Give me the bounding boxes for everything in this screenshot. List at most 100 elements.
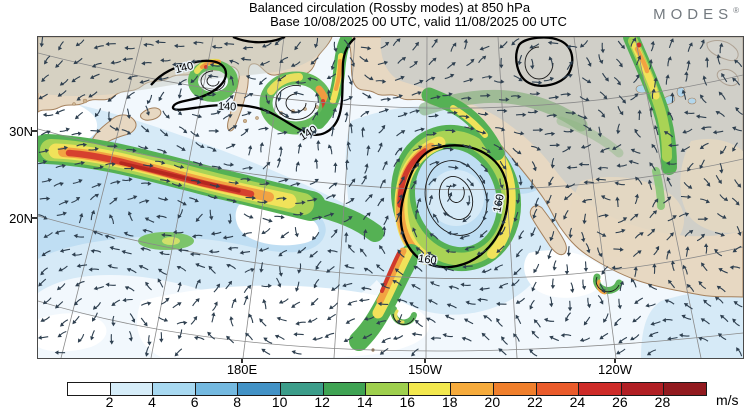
wind-arrowhead bbox=[566, 165, 571, 170]
wind-arrowhead bbox=[634, 193, 639, 198]
wind-arrowhead bbox=[551, 218, 556, 223]
wind-arrowhead bbox=[76, 263, 81, 268]
wind-arrowhead bbox=[668, 143, 672, 148]
wind-arrowhead bbox=[499, 44, 504, 49]
wind-arrowhead bbox=[155, 39, 160, 45]
wind-arrowhead bbox=[499, 184, 504, 189]
wind-arrowhead bbox=[40, 317, 45, 322]
wind-arrowhead bbox=[147, 181, 152, 186]
wind-arrowhead bbox=[396, 38, 401, 43]
wind-arrowhead bbox=[363, 229, 368, 233]
wind-arrowhead bbox=[290, 63, 296, 67]
wind-arrowhead bbox=[358, 298, 363, 303]
wind-arrowhead bbox=[649, 162, 654, 167]
wind-arrowhead bbox=[294, 45, 299, 51]
wind-arrowhead bbox=[511, 41, 516, 46]
wind-arrowhead bbox=[143, 42, 148, 48]
wind-arrowhead bbox=[278, 252, 283, 257]
wind-arrowhead bbox=[451, 128, 456, 134]
wind-arrowhead bbox=[105, 282, 110, 287]
wind-arrowhead bbox=[350, 62, 355, 67]
wind-arrowhead bbox=[277, 283, 282, 288]
wind-arrowhead bbox=[669, 232, 674, 237]
wind-arrowhead bbox=[116, 180, 121, 185]
wind-arrowhead bbox=[479, 286, 484, 292]
wind-arrowhead bbox=[183, 320, 188, 326]
wind-arrowhead bbox=[75, 197, 81, 201]
wind-arrowhead bbox=[567, 146, 572, 151]
wind-arrowhead bbox=[330, 212, 335, 217]
wind-arrowhead bbox=[299, 211, 304, 217]
wind-arrowhead bbox=[92, 230, 98, 235]
wind-arrowhead bbox=[265, 181, 270, 186]
wind-arrowhead bbox=[663, 131, 669, 135]
colorbar-tick: 2 bbox=[105, 394, 114, 408]
wind-arrowhead bbox=[664, 299, 669, 304]
wind-arrowhead bbox=[265, 109, 270, 114]
wind-arrowhead bbox=[38, 335, 42, 340]
modes-logo-text: MODES bbox=[653, 6, 734, 23]
wind-arrowhead bbox=[532, 214, 537, 219]
wind-arrowhead bbox=[534, 203, 539, 208]
wind-arrowhead bbox=[333, 162, 338, 166]
wind-arrowhead bbox=[482, 55, 487, 60]
wind-arrowhead bbox=[63, 145, 68, 151]
wind-arrowhead bbox=[513, 333, 518, 338]
wind-arrowhead bbox=[293, 332, 298, 337]
wind-arrowhead bbox=[72, 319, 77, 325]
wind-arrowhead bbox=[59, 81, 65, 86]
wind-arrowhead bbox=[199, 96, 204, 101]
wind-arrowhead bbox=[174, 352, 179, 357]
wind-arrowhead bbox=[619, 280, 625, 285]
wind-arrowhead bbox=[431, 263, 437, 268]
wind-arrowhead bbox=[351, 178, 356, 183]
wind-arrowhead bbox=[434, 113, 439, 118]
wind-arrowhead bbox=[145, 281, 150, 286]
wind-arrowhead bbox=[634, 213, 639, 218]
wind-arrowhead bbox=[452, 42, 457, 47]
wind-arrowhead bbox=[345, 159, 350, 163]
wind-arrowhead bbox=[279, 59, 284, 63]
wind-arrowhead bbox=[599, 148, 605, 153]
wind-arrowhead bbox=[97, 128, 101, 134]
wind-arrowhead bbox=[585, 97, 590, 102]
wind-arrowhead bbox=[297, 143, 302, 148]
wind-arrowhead bbox=[587, 127, 593, 131]
wind-arrowhead bbox=[40, 271, 45, 276]
wind-arrowhead bbox=[700, 39, 705, 44]
colorbar-segment bbox=[536, 383, 580, 395]
wind-arrowhead bbox=[618, 63, 623, 68]
wind-arrowhead bbox=[550, 164, 555, 169]
wind-arrowhead bbox=[393, 335, 398, 340]
wind-arrowhead bbox=[632, 37, 637, 42]
contour-140-top-dip bbox=[232, 37, 286, 44]
wind-arrowhead bbox=[639, 232, 644, 237]
colorbar-tick: 20 bbox=[484, 394, 501, 408]
wind-arrowhead bbox=[735, 201, 740, 206]
wind-arrowhead bbox=[392, 280, 397, 284]
wind-arrowhead bbox=[41, 77, 46, 82]
wind-arrowhead bbox=[500, 79, 505, 84]
wind-arrowhead bbox=[667, 56, 672, 61]
wind-arrowhead bbox=[714, 296, 720, 301]
wind-arrowhead bbox=[667, 336, 672, 341]
wind-arrowhead bbox=[599, 335, 604, 340]
wind-arrowhead bbox=[543, 317, 548, 322]
wind-arrowhead bbox=[229, 75, 234, 80]
wind-arrowhead bbox=[548, 56, 553, 61]
colorbar-tick: 14 bbox=[356, 394, 373, 408]
wind-arrowhead bbox=[600, 195, 606, 200]
wind-arrowhead bbox=[669, 38, 674, 43]
wind-arrowhead bbox=[232, 199, 237, 204]
wind-arrowhead bbox=[316, 140, 321, 144]
wind-arrowhead bbox=[301, 127, 306, 132]
wind-arrowhead bbox=[734, 59, 739, 64]
wind-arrowhead bbox=[387, 97, 392, 102]
wind-arrowhead bbox=[262, 43, 267, 48]
wind-arrowhead bbox=[42, 300, 48, 305]
colorbar-tick: 10 bbox=[271, 394, 288, 408]
wind-arrowhead bbox=[449, 147, 454, 152]
wind-arrowhead bbox=[71, 78, 76, 83]
wind-arrowhead bbox=[312, 129, 317, 134]
